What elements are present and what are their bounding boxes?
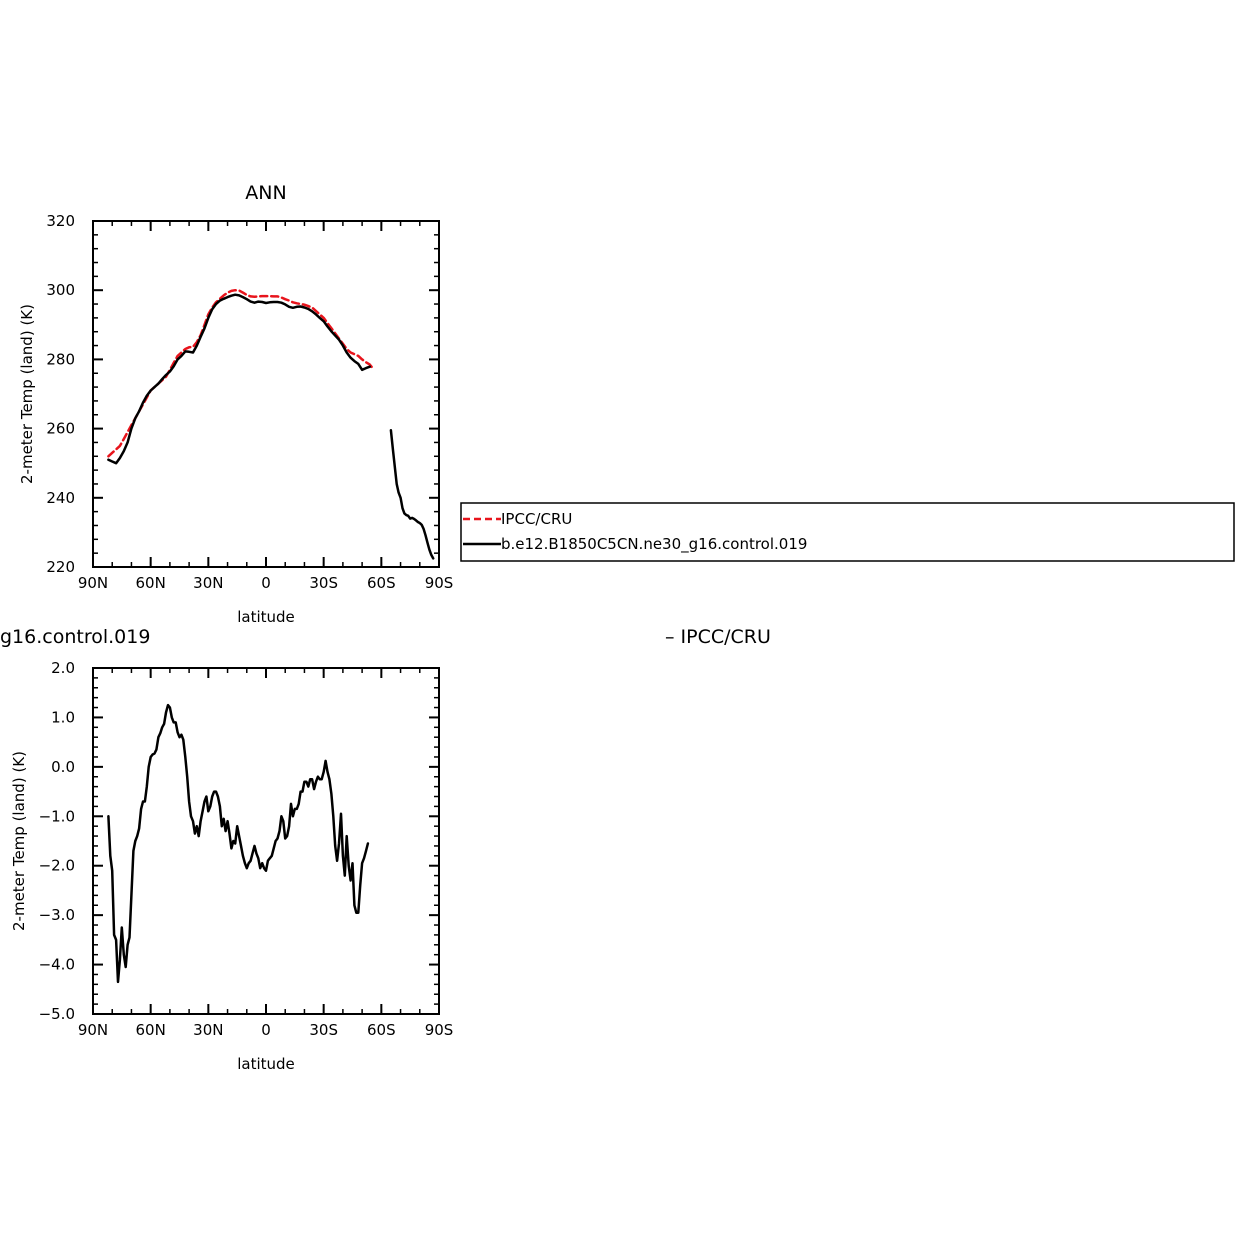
y-axis-title: 2-meter Temp (land) (K) bbox=[18, 304, 36, 484]
x-tick-label: 30N bbox=[193, 1021, 223, 1039]
y-axis-title: 2-meter Temp (land) (K) bbox=[10, 751, 28, 931]
legend-box bbox=[460, 502, 1235, 562]
series-line-1-segment-1 bbox=[107, 288, 373, 458]
x-tick-label: 90N bbox=[78, 1021, 108, 1039]
x-tick-label: 60N bbox=[136, 1021, 166, 1039]
x-tick-label: 60N bbox=[136, 574, 166, 592]
y-tick-label: −4.0 bbox=[39, 956, 75, 974]
legend: IPCC/CRU b.e12.B1850C5CN.ne30_g16.control… bbox=[460, 502, 1235, 562]
y-tick-label: 0.0 bbox=[51, 758, 75, 776]
plot-frame bbox=[92, 220, 440, 568]
y-tick-label: −2.0 bbox=[39, 857, 75, 875]
chart-panel-2: 90N 60N 30N 0 30S 60S 90S −5.0 −4.0 −3.0 −2.0 −1.0 0… bbox=[0, 626, 771, 1073]
y-tick-label: 240 bbox=[46, 489, 75, 507]
legend-label-2: b.e12.B1850C5CN.ne30_g16.control.019 bbox=[501, 535, 807, 554]
chart-title-left: g16.control.019 bbox=[0, 626, 150, 648]
y-tick-label: 280 bbox=[46, 350, 75, 368]
y-tick-label: −1.0 bbox=[39, 807, 75, 825]
chart-title: ANN bbox=[245, 182, 286, 204]
chart-title-right: – IPCC/CRU bbox=[665, 626, 771, 648]
y-tick-label: 320 bbox=[46, 212, 75, 230]
y-tick-label: 1.0 bbox=[51, 708, 75, 726]
x-axis-title: latitude bbox=[237, 1055, 295, 1073]
y-tick-label: −3.0 bbox=[39, 906, 75, 924]
x-tick-label: 90S bbox=[425, 574, 454, 592]
x-tick-label: 0 bbox=[261, 574, 271, 592]
series-line-2-segment-1 bbox=[107, 293, 372, 465]
legend-label-1: IPCC/CRU bbox=[501, 510, 572, 528]
y-tick-label: 220 bbox=[46, 558, 75, 576]
x-tick-label: 90N bbox=[78, 574, 108, 592]
x-tick-label: 30S bbox=[309, 1021, 338, 1039]
x-tick-label: 30N bbox=[193, 574, 223, 592]
plot-frame bbox=[92, 667, 440, 1015]
series-line-1-segment-1 bbox=[107, 703, 370, 984]
y-tick-label: 300 bbox=[46, 281, 75, 299]
x-tick-label: 60S bbox=[367, 574, 396, 592]
x-tick-label: 60S bbox=[367, 1021, 396, 1039]
x-tick-label: 90S bbox=[425, 1021, 454, 1039]
x-axis-title: latitude bbox=[237, 608, 295, 626]
y-tick-label: 260 bbox=[46, 420, 75, 438]
series-line-2-segment-2 bbox=[389, 429, 435, 560]
chart-panel-1: 90N 60N 30N 0 30S 60S 90S 220 240 260 280 300 320 lat… bbox=[18, 182, 1235, 626]
x-tick-label: 30S bbox=[309, 574, 338, 592]
y-tick-label: 2.0 bbox=[51, 659, 75, 677]
x-tick-label: 0 bbox=[261, 1021, 271, 1039]
y-tick-label: −5.0 bbox=[39, 1005, 75, 1023]
